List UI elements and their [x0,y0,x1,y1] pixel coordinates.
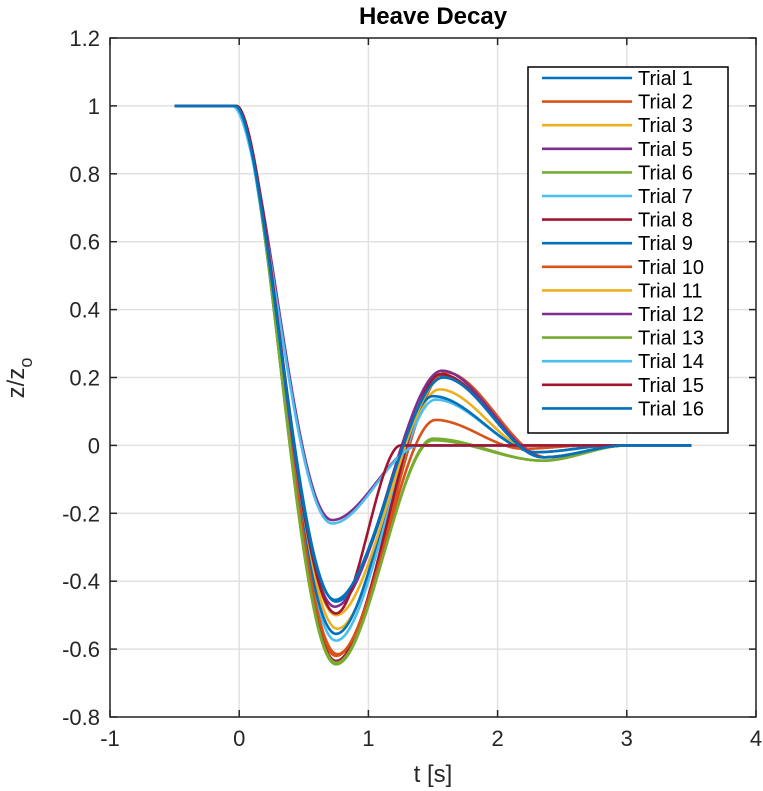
tick-labels: -1 0 1 2 3 4 -0.8 -0.6 -0.4 -0.2 0 0.2 0.4 0.6 0.8 1 1.2 [62,26,762,751]
x-tick-label: 2 [491,726,503,751]
legend-label: Trial 13 [638,328,704,350]
y-tick-label: 0.8 [69,162,100,187]
x-tick-label: 1 [362,726,374,751]
y-tick-label: 0 [88,433,100,458]
y-tick-label: 1 [88,94,100,119]
legend-box [527,66,729,434]
legend-label: Trial 11 [638,280,702,302]
y-tick-label: 0.6 [69,230,100,255]
legend-label: Trial 1 [638,68,693,90]
series-lines [174,104,692,666]
series-line-trial-16 [174,104,692,602]
legend-label: Trial 12 [638,304,704,326]
legend-label: Trial 15 [638,375,704,397]
legend-label: Trial 14 [638,351,704,373]
y-axis-label-main: z/z [3,368,30,399]
svg-text:z/zo: z/zo [3,358,36,399]
legend-label: Trial 2 [638,92,693,114]
legend-label: Trial 6 [638,162,693,184]
legend-label: Trial 10 [638,257,704,279]
y-tick-label: -0.8 [62,705,100,730]
legend-label: Trial 7 [638,186,693,208]
y-tick-label: 0.4 [69,298,100,323]
y-tick-label: 0.2 [69,366,100,391]
x-axis-label: t [s] [414,761,453,788]
x-tick-label: 0 [233,726,245,751]
y-tick-label: 1.2 [69,26,100,51]
y-tick-label: -0.2 [62,501,100,526]
y-tick-label: -0.4 [62,569,100,594]
x-tick-label: 4 [750,726,762,751]
y-axis-label-subscript: o [16,358,36,368]
legend-label: Trial 3 [638,115,693,137]
axes [109,37,757,718]
legend-label: Trial 5 [638,139,693,161]
x-tick-label: -1 [100,726,120,751]
chart-title: Heave Decay [359,3,508,30]
y-axis-label: z/zo [3,358,36,399]
x-tick-label: 3 [621,726,633,751]
legend-label: Trial 8 [638,210,693,232]
legend-label: Trial 16 [638,398,704,420]
y-tick-label: -0.6 [62,637,100,662]
legend-label: Trial 9 [638,233,693,255]
